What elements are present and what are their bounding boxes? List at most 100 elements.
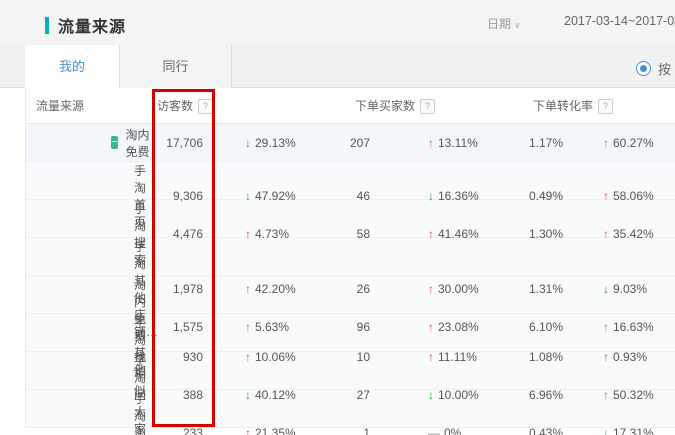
collapse-minus-icon[interactable]: − <box>111 136 119 149</box>
change-value: 0.93% <box>613 349 648 364</box>
buyers-change: ↓ 10.00% <box>380 388 490 402</box>
table-row[interactable]: 手淘问大家 388 ↓ 40.12% 27 ↓ 10.00% 6.96% ↑ 50.32% <box>26 352 675 435</box>
table-row[interactable]: 手淘其他店铺… 1,978 ↑ 42.20% 26 ↑ 30.00% 1.31% ↓ 9.03% <box>26 238 675 339</box>
buyers-change: ↑ 30.00% <box>380 282 490 296</box>
buyers-value: 58 <box>356 227 370 241</box>
table-row[interactable]: 手淘找相似 930 ↑ 10.06% 10 ↑ 11.11% 1.08% ↑ 0.93% <box>26 314 675 398</box>
conversion-value: 0.49% <box>528 189 563 203</box>
conversion-value: 1.30% <box>528 227 563 241</box>
up-arrow-icon: ↑ <box>245 227 251 241</box>
up-arrow-icon: ↑ <box>428 320 434 334</box>
conversion-change: ↑ 0.93% <box>570 350 675 364</box>
buyers-change: ↑ 41.46% <box>380 227 490 241</box>
date-range-value[interactable]: 2017-03-14~2017-03 <box>564 14 675 28</box>
table-row[interactable]: − 淘内免费 17,706 ↓ 29.13% 207 ↑ 13.11% 1.17% ↑ 60.27% <box>26 124 675 162</box>
buyers-change: ↓ 16.36% <box>380 189 490 203</box>
up-arrow-icon: ↑ <box>603 227 609 241</box>
accent-bar <box>45 16 49 34</box>
source-name: 手淘搜索 <box>134 202 147 267</box>
source-name: 手淘淘小铺 <box>134 392 147 435</box>
up-arrow-icon: ↑ <box>428 135 434 150</box>
visitors-change: ↑ 5.63% <box>215 320 325 334</box>
conversion-change: ↑ 35.42% <box>570 227 675 241</box>
help-icon[interactable]: ? <box>198 99 213 114</box>
display-mode-radio[interactable]: 按 <box>636 59 671 78</box>
change-value: 58.06% <box>613 189 654 203</box>
source-name-cell[interactable]: 手淘搜索 <box>26 200 153 268</box>
conversion-change: ↑ 60.27% <box>570 136 675 150</box>
down-arrow-icon: ↓ <box>603 425 609 435</box>
up-arrow-icon: ↑ <box>245 320 251 334</box>
source-name-cell[interactable]: 手淘问大家 <box>26 352 153 435</box>
visitors-value: 1,575 <box>172 320 203 334</box>
change-value: 41.46% <box>438 227 479 241</box>
change-value: 13.11% <box>438 135 478 150</box>
down-arrow-icon: ↓ <box>428 189 434 203</box>
table-row[interactable]: 手淘首页 9,306 ↓ 47.92% 46 ↓ 16.36% 0.49% ↑ 58.06% <box>26 162 675 229</box>
chevron-down-icon: ∨ <box>514 20 521 30</box>
source-name-cell[interactable]: − 淘内免费 <box>26 126 153 160</box>
table-row[interactable]: 手淘搜索 4,476 ↑ 4.73% 58 ↑ 41.46% 1.30% ↑ 35.42% <box>26 200 675 267</box>
buyers-value: 46 <box>356 189 370 203</box>
visitors-change: ↓ 40.12% <box>215 388 325 402</box>
up-arrow-icon: ↑ <box>245 282 251 296</box>
visitors-value: 388 <box>182 387 203 402</box>
up-arrow-icon: ↑ <box>603 349 609 364</box>
down-arrow-icon: ↓ <box>245 387 251 402</box>
change-value: 42.20% <box>255 282 296 296</box>
tab-mine[interactable]: 我的 <box>25 45 119 89</box>
date-dropdown-label: 日期 <box>487 17 512 31</box>
buyers-value: 207 <box>349 135 370 150</box>
change-value: 60.27% <box>613 135 654 150</box>
source-name-cell[interactable]: 手淘首页 <box>26 162 153 230</box>
title-block: 流量来源 <box>45 13 126 37</box>
up-arrow-icon: ↑ <box>603 189 609 203</box>
buyers-value: 10 <box>356 349 370 364</box>
up-arrow-icon: ↑ <box>603 387 609 402</box>
source-name: 淘内免费其他 <box>134 278 147 377</box>
help-icon[interactable]: ? <box>420 99 436 114</box>
conversion-value: 1.17% <box>528 135 563 150</box>
source-name-cell[interactable]: 淘内免费其他 <box>26 276 153 378</box>
top-bar: 流量来源 日期 ∨ 2017-03-14~2017-03 <box>0 0 675 45</box>
tab-peer[interactable]: 同行 <box>119 45 232 88</box>
change-value: 11.11% <box>438 349 477 364</box>
conversion-change: ↓ 17.31% <box>570 426 675 435</box>
col-header-conversion: 下单转化率? <box>490 97 675 114</box>
up-arrow-icon: ↑ <box>428 349 434 364</box>
down-arrow-icon: ↓ <box>245 189 251 203</box>
change-value: 29.13% <box>255 135 296 150</box>
conversion-value: 1.31% <box>528 282 563 296</box>
table-header-row: 流量来源 访客数? 下单买家数? 下单转化率? <box>26 88 675 124</box>
buyers-value: 26 <box>356 282 370 296</box>
visitors-change: ↑ 42.20% <box>215 282 325 296</box>
table-row[interactable]: 手淘淘小铺 233 ↑ 21.35% 1 — 0% 0.43% ↓ 17.31% <box>26 390 675 435</box>
conversion-change: ↓ 9.03% <box>570 282 675 296</box>
source-name-cell[interactable]: 手淘找相似 <box>26 314 153 399</box>
buyers-change: — 0% <box>380 426 490 435</box>
change-value: 5.63% <box>255 320 290 334</box>
visitors-value: 17,706 <box>166 135 203 150</box>
conversion-change: ↑ 58.06% <box>570 189 675 203</box>
source-name: 手淘问大家 <box>134 354 147 435</box>
change-value: 40.12% <box>255 387 296 402</box>
source-name-cell[interactable]: 手淘淘小铺 <box>26 390 153 435</box>
change-value: 16.36% <box>438 189 479 203</box>
date-dropdown[interactable]: 日期 ∨ <box>487 15 521 32</box>
visitors-value: 9,306 <box>172 189 203 203</box>
source-name: 手淘找相似 <box>134 316 147 398</box>
source-name: 淘内免费 <box>125 127 150 159</box>
traffic-source-table: 流量来源 访客数? 下单买家数? 下单转化率? − 淘内免费 17,706 ↓ 29.1… <box>25 88 675 435</box>
visitors-value: 233 <box>182 425 203 435</box>
up-arrow-icon: ↑ <box>428 227 434 241</box>
change-value: 23.08% <box>438 320 479 334</box>
change-value: 35.42% <box>613 227 654 241</box>
down-arrow-icon: ↓ <box>245 135 251 150</box>
source-name: 手淘首页 <box>134 164 147 229</box>
change-value: 10.00% <box>438 387 479 402</box>
table-body: − 淘内免费 17,706 ↓ 29.13% 207 ↑ 13.11% 1.17% ↑ 60.27%… <box>26 124 675 435</box>
help-icon[interactable]: ? <box>598 99 614 114</box>
table-row[interactable]: 淘内免费其他 1,575 ↑ 5.63% 96 ↑ 23.08% 6.10% ↑ 16.63% <box>26 276 675 377</box>
col-header-buyers: 下单买家数? <box>325 97 490 114</box>
visitors-value: 1,978 <box>172 282 203 296</box>
